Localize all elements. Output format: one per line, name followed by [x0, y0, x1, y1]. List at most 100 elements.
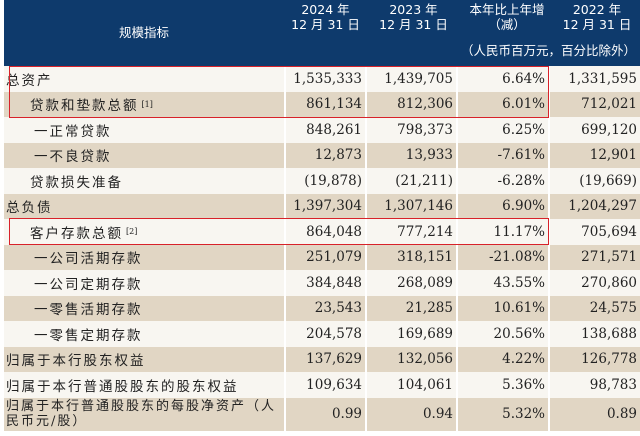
header-2022: 2022 年 12 月 31 日: [554, 2, 640, 32]
cell-v2024: 861,134: [284, 91, 365, 117]
table-row: 贷款损失准备 (19,878) (21,211) -6.28% (19,669): [4, 168, 640, 194]
header-year: 2023 年: [389, 2, 438, 17]
row-label-text: 总资产: [6, 72, 53, 89]
cell-change: -6.28%: [456, 168, 548, 194]
header-2023: 2023 年 12 月 31 日: [367, 2, 460, 32]
cell-v2024: (19,878): [284, 168, 365, 194]
cell-v2023: 798,373: [365, 117, 456, 143]
cell-v2022: 98,783: [548, 372, 640, 398]
cell-change: 6.01%: [456, 91, 548, 117]
cell-v2024: 1,397,304: [284, 193, 365, 219]
table-body: 总资产 1,535,333 1,439,705 6.64% 1,331,595 贷款和垫款…: [4, 66, 640, 431]
cell-v2022: 1,204,297: [548, 193, 640, 219]
table-row: 一零售定期存款 204,578 169,689 20.56% 138,688: [4, 321, 640, 347]
row-label-text: 贷款损失准备: [30, 174, 123, 191]
cell-v2024: 251,079: [284, 244, 365, 270]
cell-change: 11.17%: [456, 219, 548, 245]
row-label-text: 客户存款总额: [30, 225, 123, 242]
table-header: 规模指标 2024 年 12 月 31 日 2023 年 12 月 31 日 本…: [4, 0, 640, 66]
table-row: 总负债 1,397,304 1,307,146 6.90% 1,204,297: [4, 193, 640, 220]
cell-v2022: 0.89: [548, 397, 640, 431]
cell-change: 6.64%: [456, 66, 548, 92]
cell-change: 5.36%: [456, 372, 548, 398]
row-label-text: 总负债: [6, 200, 53, 217]
header-change: 本年比上年增 （减）: [460, 2, 554, 32]
row-label-text: 一正常贷款: [34, 123, 112, 140]
row-label-text: 一公司活期存款: [34, 251, 143, 268]
cell-v2022: (19,669): [548, 168, 640, 194]
cell-v2022: 126,778: [548, 346, 640, 372]
cell-v2023: (21,211): [365, 168, 456, 194]
row-label-text: 一零售定期存款: [34, 327, 143, 344]
table-row: 归属于本行普通股股东的股东权益 109,634 104,061 5.36% 98,783: [4, 372, 640, 398]
row-label-text: 一不良贷款: [34, 149, 112, 166]
cell-v2023: 777,214: [365, 219, 456, 245]
row-label: 总负债: [4, 194, 284, 220]
cell-v2024: 109,634: [284, 372, 365, 398]
row-label: 客户存款总额 [2]: [4, 219, 284, 245]
row-label-text: 归属于本行股东权益: [6, 353, 146, 370]
header-date: 12 月 31 日: [379, 17, 448, 32]
cell-v2024: 23,543: [284, 295, 365, 321]
header-change-line2: （减）: [488, 17, 526, 32]
highlight-box-assets: [9, 66, 549, 118]
table-row: 归属于本行股东权益 137,629 132,056 4.22% 126,778: [4, 346, 640, 372]
cell-v2022: 1,331,595: [548, 66, 640, 92]
cell-v2022: 24,575: [548, 295, 640, 321]
cell-v2023: 104,061: [365, 372, 456, 398]
row-label-text: 一公司定期存款: [34, 276, 143, 293]
row-label: 一正常贷款: [4, 117, 284, 143]
cell-v2022: 271,571: [548, 244, 640, 270]
cell-v2023: 169,689: [365, 321, 456, 347]
table-row: 归属于本行普通股股东的每股净资产（人民币元/股） 0.99 0.94 5.32% 0.8…: [4, 397, 640, 431]
table-row: 总资产 1,535,333 1,439,705 6.64% 1,331,595: [4, 66, 640, 92]
cell-change: -7.61%: [456, 142, 548, 168]
cell-change: 43.55%: [456, 270, 548, 296]
cell-v2024: 137,629: [284, 346, 365, 372]
cell-v2022: 699,120: [548, 117, 640, 143]
header-2024: 2024 年 12 月 31 日: [284, 2, 367, 32]
row-label: 归属于本行普通股股东的股东权益: [4, 372, 284, 398]
table-row: 一公司活期存款 251,079 318,151 -21.08% 271,571: [4, 244, 640, 271]
cell-v2024: 0.99: [284, 397, 365, 431]
cell-v2022: 138,688: [548, 321, 640, 347]
header-date: 12 月 31 日: [562, 17, 632, 32]
cell-v2023: 21,285: [365, 295, 456, 321]
table-row: 一不良贷款 12,873 13,933 -7.61% 12,901: [4, 142, 640, 169]
cell-v2024: 1,535,333: [284, 66, 365, 92]
table-row: 一正常贷款 848,261 798,373 6.25% 699,120: [4, 117, 640, 143]
header-year: 2022 年: [572, 2, 622, 17]
header-indicator: 规模指标: [118, 25, 169, 40]
cell-v2023: 0.94: [365, 397, 456, 431]
cell-v2023: 1,439,705: [365, 66, 456, 92]
cell-change: 10.61%: [456, 295, 548, 321]
row-label: 总资产: [4, 66, 284, 92]
cell-v2023: 1,307,146: [365, 193, 456, 219]
header-year: 2024 年: [301, 2, 350, 17]
cell-v2023: 132,056: [365, 346, 456, 372]
row-label: 一公司活期存款: [4, 245, 284, 271]
row-label: 一不良贷款: [4, 143, 284, 169]
cell-v2023: 318,151: [365, 244, 456, 270]
cell-v2023: 812,306: [365, 91, 456, 117]
row-label: 归属于本行普通股股东的每股净资产（人民币元/股）: [4, 398, 284, 431]
cell-v2023: 268,089: [365, 270, 456, 296]
cell-change: 20.56%: [456, 321, 548, 347]
cell-v2022: 12,901: [548, 142, 640, 168]
row-label: 贷款损失准备: [4, 168, 284, 194]
row-label: 贷款和垫款总额 [1]: [4, 92, 284, 118]
table-row: 贷款和垫款总额 [1] 861,134 812,306 6.01% 712,021: [4, 91, 640, 118]
row-label: 一零售定期存款: [4, 321, 284, 347]
row-label-text: 归属于本行普通股股东的每股净资产（人民币元/股）: [6, 399, 277, 429]
cell-v2022: 270,860: [548, 270, 640, 296]
cell-v2024: 864,048: [284, 219, 365, 245]
cell-change: -21.08%: [456, 244, 548, 270]
cell-v2024: 204,578: [284, 321, 365, 347]
header-date: 12 月 31 日: [291, 17, 360, 32]
cell-change: 6.90%: [456, 193, 548, 219]
highlight-box-deposits: [9, 218, 549, 245]
cell-change: 5.32%: [456, 397, 548, 431]
cell-v2024: 12,873: [284, 142, 365, 168]
row-label-text: 一零售活期存款: [34, 302, 143, 319]
cell-v2024: 384,848: [284, 270, 365, 296]
